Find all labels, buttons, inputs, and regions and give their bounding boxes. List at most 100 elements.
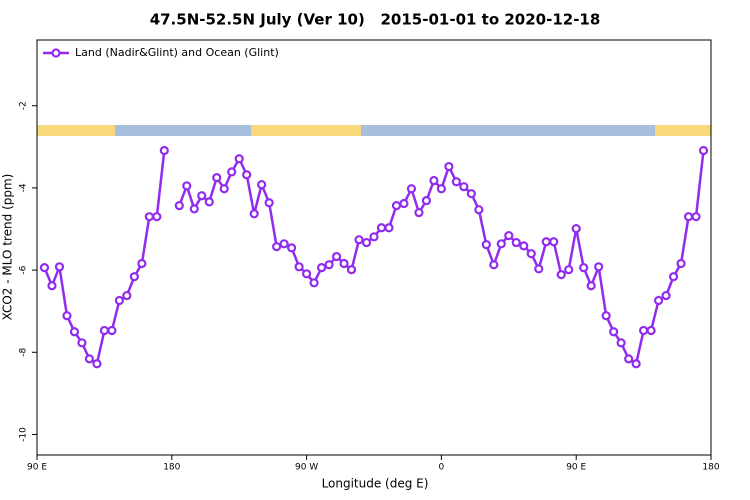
y-axis-label: XCO2 - MLO trend (ppm) (1, 174, 15, 321)
x-axis-label: Longitude (deg E) (322, 477, 429, 491)
point (174, 200, 184, 211)
point (152, 212, 162, 222)
point (47, 281, 57, 291)
point (624, 354, 634, 364)
point (302, 269, 312, 279)
x-tick-label: 90 E (566, 463, 586, 473)
point (227, 167, 237, 177)
point (279, 239, 289, 249)
point (54, 262, 65, 272)
point (451, 177, 461, 187)
point (646, 325, 656, 336)
point (204, 197, 214, 207)
point (534, 264, 544, 274)
point (504, 230, 514, 241)
plot-frame (36, 39, 712, 456)
point (429, 175, 439, 186)
point (249, 209, 259, 219)
point (616, 338, 626, 348)
legend-marker (51, 48, 61, 58)
point (466, 189, 476, 199)
point (99, 325, 110, 336)
legend-label: Land (Nadir&Glint) and Ocean (Glint) (75, 46, 279, 59)
point (107, 325, 117, 336)
ocean (115, 125, 251, 136)
point (182, 181, 192, 191)
point (631, 359, 641, 369)
point (324, 260, 334, 270)
point (137, 258, 147, 269)
y-tick-label: -10 (19, 427, 29, 442)
point (436, 184, 446, 194)
point (511, 237, 521, 248)
point (159, 145, 169, 156)
y-tick-label: -2 (19, 101, 29, 110)
point (219, 184, 229, 194)
point (257, 180, 267, 190)
land (37, 125, 115, 136)
x-tick-label: 180 (163, 463, 180, 473)
point (294, 262, 304, 272)
point (144, 212, 154, 222)
point (114, 295, 124, 306)
point (571, 223, 581, 234)
x-tick-label: 90 E (27, 463, 47, 473)
point (474, 205, 484, 215)
x-tick-label: 0 (439, 463, 445, 473)
point (129, 272, 139, 282)
point (586, 281, 596, 291)
point (234, 154, 244, 164)
point (481, 240, 491, 250)
point (683, 212, 694, 222)
point (384, 223, 394, 233)
point (354, 235, 364, 245)
point (489, 260, 499, 270)
x-tick-label: 180 (702, 463, 719, 473)
point (549, 237, 559, 247)
point (444, 161, 454, 172)
point (376, 223, 387, 233)
point (361, 237, 372, 248)
point (564, 265, 574, 275)
point (39, 263, 50, 273)
point (414, 207, 424, 218)
point (242, 170, 252, 180)
point (339, 258, 349, 269)
point (541, 237, 551, 247)
point (84, 354, 95, 364)
ocean (361, 125, 655, 136)
point (519, 241, 529, 251)
point (391, 200, 402, 211)
point (496, 239, 506, 249)
point (638, 325, 649, 336)
chart-title: 47.5N-52.5N July (Ver 10) 2015-01-01 to … (150, 11, 601, 29)
land (251, 125, 361, 136)
point (661, 290, 671, 301)
land-ocean-strip (37, 125, 711, 136)
point (399, 198, 409, 209)
point (189, 204, 199, 214)
point (92, 359, 102, 369)
point (212, 173, 222, 183)
point (77, 338, 87, 348)
point (594, 262, 604, 272)
point (346, 265, 357, 275)
point (62, 311, 72, 321)
point (668, 272, 679, 282)
point (609, 327, 619, 337)
point (653, 295, 664, 306)
point (369, 232, 379, 242)
y-tick-label: -8 (19, 348, 29, 357)
point (264, 198, 274, 208)
point (526, 249, 536, 259)
land (655, 125, 711, 136)
point (287, 243, 297, 253)
point (122, 290, 132, 301)
point (331, 251, 342, 262)
point (601, 311, 611, 321)
y-tick-label: -6 (19, 265, 29, 274)
point (579, 263, 589, 273)
point (421, 196, 432, 206)
